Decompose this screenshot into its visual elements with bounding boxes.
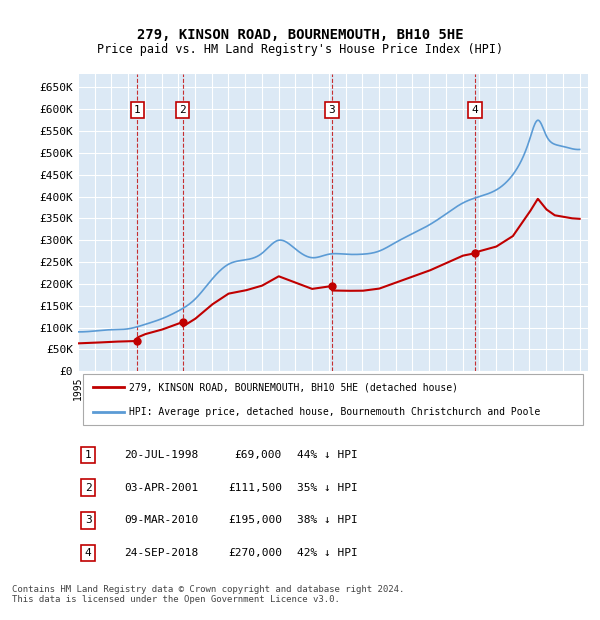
Text: 279, KINSON ROAD, BOURNEMOUTH, BH10 5HE: 279, KINSON ROAD, BOURNEMOUTH, BH10 5HE [137, 28, 463, 42]
Text: 3: 3 [85, 515, 92, 525]
Text: 44% ↓ HPI: 44% ↓ HPI [297, 450, 358, 460]
Text: 20-JUL-1998: 20-JUL-1998 [124, 450, 198, 460]
FancyBboxPatch shape [83, 374, 583, 425]
Text: 09-MAR-2010: 09-MAR-2010 [124, 515, 198, 525]
Text: 03-APR-2001: 03-APR-2001 [124, 482, 198, 492]
Text: £270,000: £270,000 [228, 548, 282, 558]
Text: £195,000: £195,000 [228, 515, 282, 525]
Text: £111,500: £111,500 [228, 482, 282, 492]
Text: 4: 4 [472, 105, 478, 115]
Text: 24-SEP-2018: 24-SEP-2018 [124, 548, 198, 558]
Text: Price paid vs. HM Land Registry's House Price Index (HPI): Price paid vs. HM Land Registry's House … [97, 43, 503, 56]
Text: 3: 3 [329, 105, 335, 115]
Text: 35% ↓ HPI: 35% ↓ HPI [297, 482, 358, 492]
Text: HPI: Average price, detached house, Bournemouth Christchurch and Poole: HPI: Average price, detached house, Bour… [129, 407, 540, 417]
Text: 4: 4 [85, 548, 92, 558]
Text: 2: 2 [85, 482, 92, 492]
Text: Contains HM Land Registry data © Crown copyright and database right 2024.
This d: Contains HM Land Registry data © Crown c… [12, 585, 404, 604]
Text: 1: 1 [85, 450, 92, 460]
Text: 42% ↓ HPI: 42% ↓ HPI [297, 548, 358, 558]
Text: 2: 2 [179, 105, 186, 115]
Text: 38% ↓ HPI: 38% ↓ HPI [297, 515, 358, 525]
Text: £69,000: £69,000 [235, 450, 282, 460]
Text: 279, KINSON ROAD, BOURNEMOUTH, BH10 5HE (detached house): 279, KINSON ROAD, BOURNEMOUTH, BH10 5HE … [129, 382, 458, 392]
Text: 1: 1 [134, 105, 141, 115]
